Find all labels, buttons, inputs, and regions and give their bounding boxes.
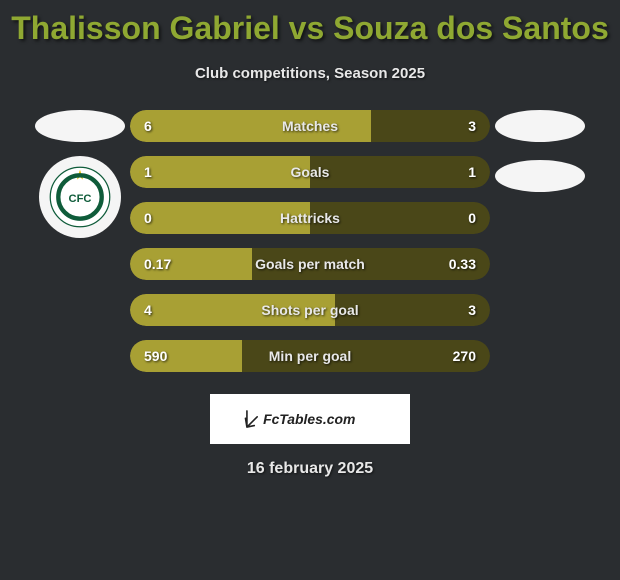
stat-bar-right	[242, 340, 490, 372]
left-team-logo: CFC	[39, 156, 121, 238]
stat-row: 4Shots per goal3	[130, 294, 490, 326]
stat-bar-right	[335, 294, 490, 326]
comparison-subtitle: Club competitions, Season 2025	[195, 65, 425, 82]
right-team-ellipse-2	[495, 160, 585, 192]
stat-bars-column: 6Matches3 1Goals1 0Hattricks0 0.17Goals per…	[130, 110, 490, 372]
stat-row: 1Goals1	[130, 156, 490, 188]
stat-bar-right	[310, 202, 490, 234]
left-logo-column: CFC	[30, 110, 130, 238]
fctables-watermark: FcTables.com	[210, 394, 410, 444]
stat-bar-right	[310, 156, 490, 188]
right-team-ellipse-1	[495, 110, 585, 142]
stat-bar-left	[130, 294, 335, 326]
svg-text:CFC: CFC	[69, 193, 92, 205]
stat-bar-right	[252, 248, 490, 280]
stat-bar-left	[130, 248, 252, 280]
stat-row: 590Min per goal270	[130, 340, 490, 372]
stat-bar-left	[130, 156, 310, 188]
coritiba-logo-icon: CFC	[49, 166, 111, 228]
right-logo-column	[490, 110, 590, 206]
stat-row: 0Hattricks0	[130, 202, 490, 234]
stat-bar-left	[130, 110, 371, 142]
stat-bar-left	[130, 202, 310, 234]
date-label: 16 february 2025	[247, 460, 373, 478]
stat-row: 0.17Goals per match0.33	[130, 248, 490, 280]
svg-text:FcTables.com: FcTables.com	[263, 411, 355, 427]
fctables-logo-icon: FcTables.com	[244, 408, 376, 430]
left-team-ellipse	[35, 110, 125, 142]
stat-row: 6Matches3	[130, 110, 490, 142]
comparison-title: Thalisson Gabriel vs Souza dos Santos	[11, 10, 608, 47]
stats-area: CFC 6Matches3 1Goals1 0Hattricks0 0.17Goals…	[0, 110, 620, 372]
stat-bar-right	[371, 110, 490, 142]
stat-bar-left	[130, 340, 242, 372]
